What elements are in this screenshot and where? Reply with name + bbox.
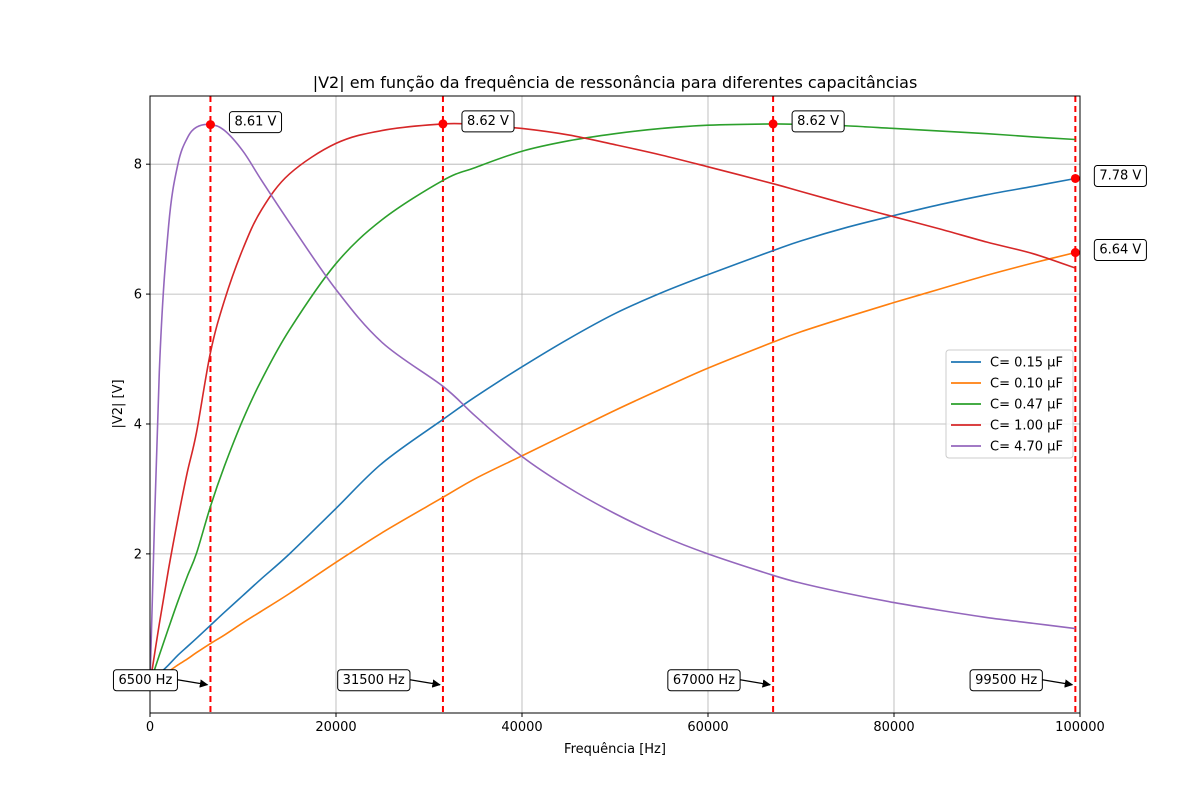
- series-line-0: [149, 177, 1076, 685]
- freq-annotation: 6500 Hz: [112, 669, 209, 692]
- legend-label: C= 0.15 µF: [990, 356, 1063, 371]
- freq-annotation: 99500 Hz: [969, 669, 1074, 692]
- peak-label-box: [791, 110, 845, 133]
- series-line-3: [149, 122, 1076, 684]
- peak-label-text: 6.64 V: [1099, 243, 1141, 258]
- legend-label: C= 1.00 µF: [990, 419, 1063, 434]
- x-tick-label: 0: [146, 720, 154, 735]
- peak-label: 8.62 V: [461, 110, 515, 133]
- y-tick-label: 4: [134, 417, 142, 432]
- freq-annotation-text: 31500 Hz: [343, 673, 405, 688]
- freq-annotation-text: 6500 Hz: [118, 673, 172, 688]
- peak-label-text: 8.62 V: [797, 114, 839, 129]
- freq-annotation-arrow: [1042, 679, 1074, 688]
- x-tick-label: 40000: [501, 720, 542, 735]
- y-tick-label: 8: [134, 158, 142, 173]
- x-axis-label: Frequência [Hz]: [564, 742, 666, 757]
- freq-annotation-arrow: [177, 679, 209, 688]
- peak-label: 6.64 V: [1093, 239, 1147, 262]
- peak-label-text: 8.62 V: [467, 114, 509, 129]
- legend-label: C= 0.47 µF: [990, 398, 1063, 413]
- peak-label-text: 8.61 V: [234, 115, 276, 130]
- series: [149, 122, 1076, 685]
- freq-annotation: 67000 Hz: [667, 669, 771, 692]
- legend-label: C= 0.10 µF: [990, 377, 1063, 392]
- peak-label-box: [461, 110, 515, 133]
- freq-annotation-arrow: [409, 679, 441, 688]
- peak-label: 8.61 V: [228, 111, 283, 134]
- peak-label-box: [228, 111, 283, 134]
- legend-box: [945, 349, 1074, 459]
- grid: [149, 96, 1081, 713]
- annotations: 8.61 V 8.62 V 8.62 V 7.78 V 6.64 V 6500 Hz 315…: [112, 110, 1147, 692]
- resonance-lines: [209, 96, 1077, 713]
- peak-label: 8.62 V: [791, 110, 845, 133]
- peak-marker: [1070, 248, 1080, 258]
- peak-marker: [1070, 173, 1080, 183]
- y-tick-label: 6: [134, 288, 142, 303]
- freq-annotation-text: 67000 Hz: [673, 673, 735, 688]
- chart-title: |V2| em função da frequência de ressonân…: [313, 73, 918, 92]
- series-line-1: [149, 251, 1076, 685]
- legend-label: C= 4.70 µF: [990, 440, 1063, 455]
- plot-frame: [149, 95, 1081, 714]
- x-tick-label: 100000: [1055, 720, 1105, 735]
- freq-annotation-text: 99500 Hz: [975, 673, 1037, 688]
- series-line-2: [149, 123, 1076, 685]
- y-tick-label: 2: [134, 547, 142, 562]
- x-tick-label: 60000: [687, 720, 728, 735]
- peak-marker: [205, 120, 215, 130]
- peak-label-box: [1093, 164, 1147, 187]
- peak-marker: [768, 119, 778, 129]
- peak-label-text: 7.78 V: [1099, 168, 1141, 183]
- freq-annotation: 31500 Hz: [337, 669, 441, 692]
- peak-markers: [205, 119, 1080, 258]
- peak-label: 7.78 V: [1093, 164, 1147, 187]
- legend: C= 0.15 µF C= 0.10 µF C= 0.47 µF C= 1.00 µF…: [945, 349, 1074, 459]
- peak-label-box: [1093, 239, 1147, 262]
- freq-annotation-arrow: [740, 679, 771, 688]
- y-axis-label: |V2| [V]: [111, 379, 126, 428]
- axis-ticks: 0 20000 40000 60000 80000 100000 2 4 6 8: [134, 158, 1105, 735]
- peak-marker: [438, 119, 448, 129]
- x-tick-label: 80000: [873, 720, 914, 735]
- series-line-4: [149, 123, 1076, 684]
- x-tick-label: 20000: [315, 720, 356, 735]
